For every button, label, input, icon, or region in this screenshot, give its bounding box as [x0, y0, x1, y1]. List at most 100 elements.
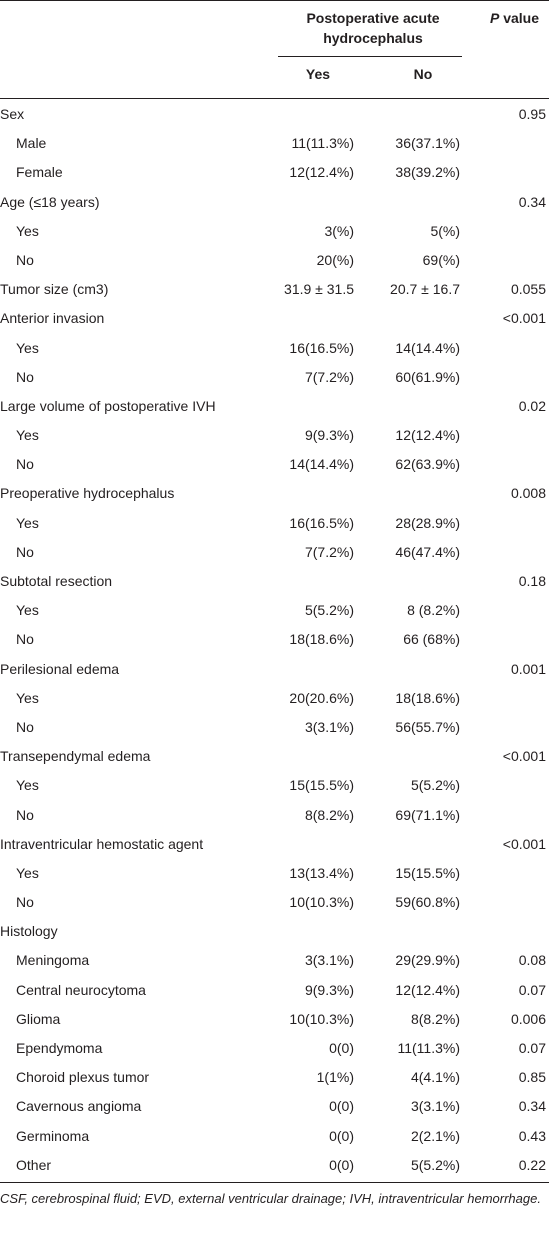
cell-no: 20.7 ± 16.7	[390, 281, 460, 298]
cell-no: 12(12.4%)	[395, 981, 460, 998]
row-label: No	[16, 543, 34, 560]
group-header-rule	[278, 56, 462, 57]
row-label: Tumor size (cm3)	[0, 281, 109, 298]
row-label: Yes	[16, 514, 39, 531]
table-row: No 20(%) 69(%)	[0, 246, 549, 275]
row-label: No	[16, 806, 34, 823]
table-row: Yes 20(20.6%) 18(18.6%)	[0, 684, 549, 713]
cell-yes: 14(14.4%)	[289, 456, 354, 473]
table-row: Other 0(0) 5(5.2%) 0.22	[0, 1151, 549, 1180]
cell-no: 15(15.5%)	[395, 864, 460, 881]
cell-p-value: 0.055	[510, 281, 546, 298]
cell-no: 12(12.4%)	[395, 427, 460, 444]
table-row: Germinoma 0(0) 2(2.1%) 0.43	[0, 1122, 549, 1151]
cell-no: 29(29.9%)	[395, 952, 460, 969]
table-row: No 18(18.6%) 66 (68%)	[0, 625, 549, 654]
table-body: Sex 0.95 Male 11(11.3%) 36(37.1%) Female 12(12…	[0, 100, 549, 1180]
table-footnote: CSF, cerebrospinal fluid; EVD, external …	[0, 1190, 541, 1206]
cell-p-value: 0.18	[518, 573, 546, 589]
table-row: Sex 0.95	[0, 100, 549, 129]
cell-no: 5(5.2%)	[410, 777, 460, 794]
table-row: Yes 3(%) 5(%)	[0, 217, 549, 246]
cell-yes: 7(7.2%)	[304, 368, 354, 385]
table-row: Yes 13(13.4%) 15(15.5%)	[0, 859, 549, 888]
row-label: No	[16, 368, 34, 385]
cell-no: 38(39.2%)	[395, 164, 460, 181]
cell-no: 46(47.4%)	[395, 543, 460, 560]
cell-p-value: 0.34	[518, 1098, 546, 1115]
cell-p-value: 0.07	[518, 981, 546, 998]
group-header-title: Postoperative acute hydrocephalus	[306, 10, 440, 46]
cell-yes: 10(10.3%)	[289, 894, 354, 911]
cell-yes: 5(5.2%)	[304, 602, 354, 619]
cell-no: 3(3.1%)	[410, 1098, 460, 1115]
cell-yes: 11(11.3%)	[291, 135, 354, 152]
cell-yes: 7(7.2%)	[304, 543, 354, 560]
row-label: No	[16, 251, 34, 268]
cell-yes: 8(8.2%)	[304, 806, 354, 823]
cell-yes: 9(9.3%)	[304, 427, 354, 444]
table-bottom-rule	[0, 1181, 549, 1183]
table-row: Transependymal edema <0.001	[0, 742, 549, 771]
cell-yes: 31.9 ± 31.5	[284, 281, 354, 298]
cell-yes: 3(3.1%)	[304, 952, 354, 969]
row-label: No	[16, 894, 34, 911]
table-row: No 8(8.2%) 69(71.1%)	[0, 801, 549, 830]
row-label: Transependymal edema	[0, 748, 151, 765]
cell-p-value: 0.34	[518, 193, 546, 210]
table-row: Anterior invasion <0.001	[0, 304, 549, 333]
cell-p-value: 0.22	[518, 1156, 546, 1173]
row-label: Yes	[16, 864, 39, 881]
row-label: No	[16, 456, 34, 473]
cell-yes: 1(1%)	[316, 1069, 354, 1086]
cell-yes: 9(9.3%)	[304, 981, 354, 998]
row-label: Yes	[16, 427, 39, 444]
header-bottom-rule	[0, 98, 549, 99]
cell-p-value: <0.001	[502, 310, 546, 327]
cell-p-value: <0.001	[502, 835, 546, 852]
cell-yes: 20(%)	[316, 251, 354, 268]
table-row: No 7(7.2%) 60(61.9%)	[0, 363, 549, 392]
table-row: Female 12(12.4%) 38(39.2%)	[0, 158, 549, 187]
column-header-no: No	[413, 66, 433, 82]
cell-p-value: <0.001	[502, 748, 546, 765]
cell-no: 4(4.1%)	[410, 1069, 460, 1086]
row-label: Male	[16, 135, 47, 152]
row-label: Large volume of postoperative IVH	[0, 397, 216, 414]
cell-yes: 16(16.5%)	[289, 339, 354, 356]
cell-no: 69(71.1%)	[395, 806, 460, 823]
row-label: Perilesional edema	[0, 660, 120, 677]
row-label: Germinoma	[16, 1127, 90, 1144]
cell-no: 56(55.7%)	[395, 718, 460, 735]
table-row: Preoperative hydrocephalus 0.008	[0, 479, 549, 508]
row-label: Ependymoma	[16, 1040, 103, 1056]
row-label: Female	[16, 164, 63, 181]
table-row: Age (≤18 years) 0.34	[0, 188, 549, 217]
cell-no: 5(5.2%)	[410, 1156, 460, 1173]
row-label: Yes	[16, 339, 39, 356]
cell-no: 11(11.3%)	[397, 1040, 460, 1056]
row-label: Cavernous angioma	[16, 1098, 142, 1115]
table-row: Ependymoma 0(0) 11(11.3%) 0.07	[0, 1034, 549, 1063]
cell-yes: 10(10.3%)	[289, 1010, 354, 1027]
table-row: Yes 15(15.5%) 5(5.2%)	[0, 771, 549, 800]
row-label: Intraventricular hemostatic agent	[0, 835, 204, 852]
cell-p-value: 0.07	[518, 1040, 546, 1056]
cell-p-value: 0.006	[510, 1010, 546, 1027]
table-row: Central neurocytoma 9(9.3%) 12(12.4%) 0.07	[0, 976, 549, 1005]
row-label: Other	[16, 1156, 52, 1173]
row-label: Yes	[16, 777, 39, 794]
cell-no: 59(60.8%)	[395, 894, 460, 911]
table-row: Choroid plexus tumor 1(1%) 4(4.1%) 0.85	[0, 1063, 549, 1092]
row-label: Age (≤18 years)	[0, 193, 100, 210]
table-header: Postoperative acute hydrocephalus P valu…	[0, 0, 549, 100]
row-label: Glioma	[16, 1010, 61, 1027]
cell-yes: 12(12.4%)	[289, 164, 354, 181]
cell-p-value: 0.08	[518, 952, 546, 969]
cell-no: 18(18.6%)	[395, 689, 460, 706]
cell-no: 66 (68%)	[403, 631, 460, 648]
p-value-header-italic: P	[489, 10, 500, 26]
p-value-header-rest: value	[499, 10, 540, 26]
cell-p-value: 0.008	[510, 485, 546, 502]
cell-no: 14(14.4%)	[395, 339, 460, 356]
